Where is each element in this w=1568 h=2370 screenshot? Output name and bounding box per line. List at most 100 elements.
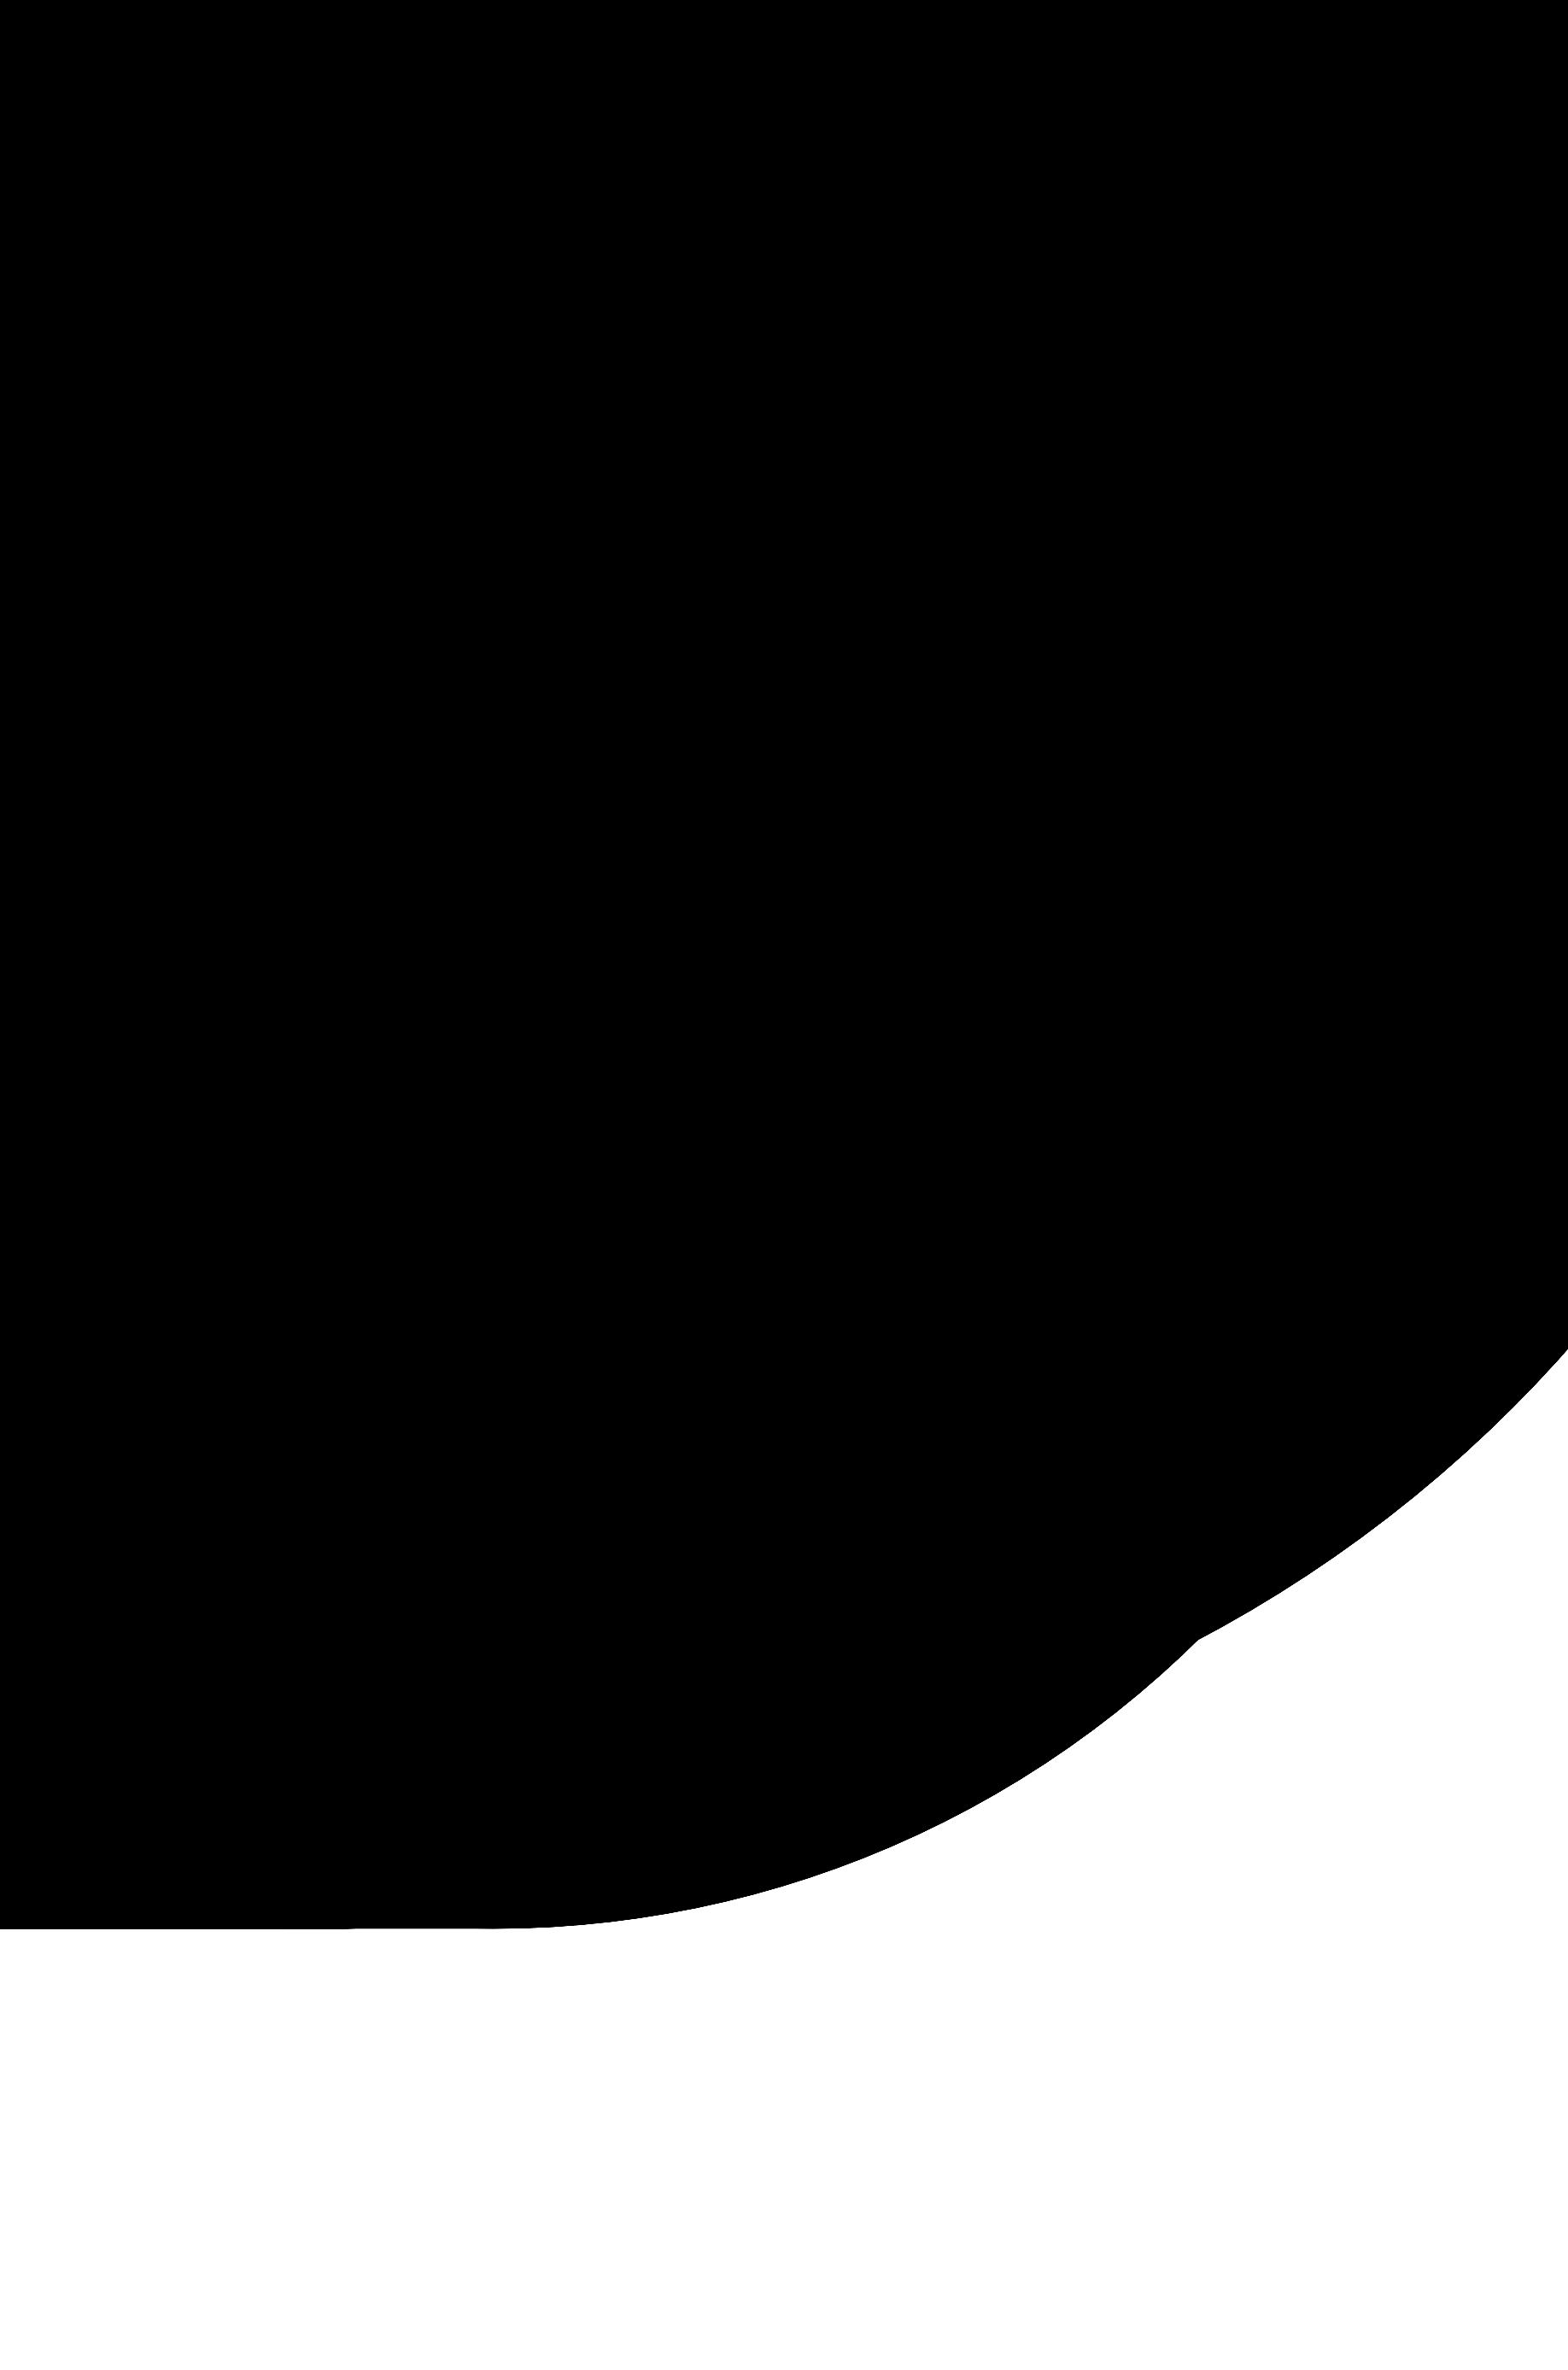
Text: The formation of the rhodium dihydride complex: The formation of the rhodium dihydride c… — [212, 1040, 607, 1057]
Text: H: H — [358, 924, 370, 939]
Text: The Rh–NHC complexes, with or without phosphine co-ligands, have been studied as: The Rh–NHC complexes, with or without ph… — [93, 116, 886, 135]
Text: via: via — [517, 1040, 539, 1057]
Text: IPr: IPr — [737, 519, 759, 533]
Text: Rh: Rh — [176, 936, 194, 950]
Text: 24: 24 — [93, 26, 113, 40]
Text: 1: 1 — [190, 557, 201, 571]
Text: excess IPr, while the reaction of [RhCl(COE)(IMes)]₂ with H₂ gave the chloride: excess IPr, while the reaction of [RhCl(… — [93, 356, 826, 374]
Text: same conditions [2]; furthermore, isomerisation of the terminal to internal alke: same conditions [2]; furthermore, isomer… — [93, 1147, 866, 1166]
Text: A. A. Danopoulos: A. A. Danopoulos — [1331, 26, 1475, 40]
Polygon shape — [577, 853, 635, 896]
Text: Rh: Rh — [176, 614, 196, 628]
Text: nation. The products from the reaction of Rh(I) complexes with H₂ are dependent: nation. The products from the reaction o… — [93, 239, 853, 258]
Text: 6: 6 — [610, 1024, 622, 1040]
Text: 2: 2 — [488, 915, 495, 927]
Text: Cl: Cl — [420, 502, 434, 514]
Text: H: H — [618, 654, 630, 668]
Polygon shape — [384, 943, 444, 986]
Text: COE: COE — [282, 656, 312, 668]
Text: more active, selective (and/or enantioselective) and thermally stable catalysts.: more active, selective (and/or enantiose… — [93, 175, 826, 194]
Text: COE: COE — [166, 571, 196, 583]
Text: Rh: Rh — [495, 609, 517, 623]
Text: Cl: Cl — [713, 476, 729, 491]
Text: Rh: Rh — [580, 609, 602, 623]
Polygon shape — [384, 853, 444, 896]
Text: by alkene may lead to decomposition and Rh metal formation.: by alkene may lead to decomposition and … — [93, 1232, 671, 1251]
Text: N: N — [337, 936, 348, 948]
Text: COE: COE — [103, 965, 135, 976]
Text: bridged species 4 (Scheme 2.1) [2].: bridged species 4 (Scheme 2.1) [2]. — [93, 384, 423, 403]
Polygon shape — [641, 943, 699, 986]
Text: Cl: Cl — [536, 595, 549, 607]
Text: N: N — [320, 898, 331, 910]
Text: H: H — [563, 462, 577, 476]
Text: N: N — [662, 936, 673, 948]
Text: H: H — [464, 595, 477, 609]
Text: on the nature of the NHC. The reaction of [RhCl(IPr)₂(N₂)] 1 (IPr = N,N′-bis-[2,: on the nature of the NHC. The reaction o… — [93, 268, 847, 287]
Text: Cl: Cl — [149, 924, 163, 936]
Text: COE: COE — [486, 524, 517, 536]
Text: dazol-2-ylidene, reacted with H₂ at room temperature to give the trigonal bipyra: dazol-2-ylidene, reacted with H₂ at room… — [93, 782, 873, 801]
Text: N: N — [644, 898, 655, 910]
Text: Scheme 2.2: Scheme 2.2 — [93, 1040, 191, 1057]
Text: The hydrogenation activity of the isolated hydrides 3 and 6 towards cyclooctene: The hydrogenation activity of the isolat… — [93, 1088, 866, 1107]
Text: 2: 2 — [577, 467, 585, 479]
Text: dal [Rh(H)₂Cl(IMes)₂] 6 (which is analogous to 3) via intermediate formation of : dal [Rh(H)₂Cl(IMes)₂] 6 (which is analog… — [93, 813, 866, 832]
Text: IMes: IMes — [613, 595, 644, 607]
Text: or: or — [295, 479, 312, 495]
Text: 2: 2 — [356, 600, 362, 611]
Text: COE: COE — [176, 910, 205, 922]
Text: THF, RT: THF, RT — [241, 939, 295, 950]
Text: 2: 2 — [241, 483, 249, 495]
Polygon shape — [577, 943, 635, 986]
Text: H: H — [613, 912, 626, 927]
Text: Cl: Cl — [215, 635, 229, 647]
Text: Rh: Rh — [103, 936, 124, 950]
Text: the high stability of the Rh(III) hydrides, while displacement of a coordinated : the high stability of the Rh(III) hydrid… — [93, 1204, 867, 1223]
Text: Cl: Cl — [536, 621, 549, 633]
Text: Rh: Rh — [466, 481, 488, 495]
Text: N: N — [577, 898, 588, 910]
Text: 4: 4 — [547, 687, 557, 704]
Text: H: H — [474, 910, 488, 927]
Text: IPr: IPr — [187, 519, 209, 533]
Text: IPr: IPr — [372, 524, 392, 536]
Text: 2: 2 — [426, 557, 437, 571]
Text: IPr: IPr — [187, 448, 209, 462]
Text: (di-iso-propyl)phenyl]imidazol-2-ylidene) with H₂ gave the monomeric complex 3: (di-iso-propyl)phenyl]imidazol-2-ylidene… — [93, 296, 844, 315]
Text: Scheme 2.1: Scheme 2.1 — [93, 706, 191, 723]
Text: Rh: Rh — [379, 481, 401, 495]
Text: H: H — [775, 495, 787, 510]
Text: Cl: Cl — [420, 465, 434, 476]
Text: Rh(III)(NHC) hydrides have been studied as catalysts for this type of hydroge-: Rh(III)(NHC) hydrides have been studied … — [93, 209, 847, 228]
Text: IMes: IMes — [243, 917, 276, 929]
Text: 2.2   Hydrogenation of Alkenes and Alkynes: 2.2 Hydrogenation of Alkenes and Alkynes — [93, 73, 702, 97]
Text: H: H — [775, 462, 787, 476]
Text: H: H — [618, 635, 630, 649]
Text: N: N — [389, 898, 400, 910]
Polygon shape — [641, 853, 699, 896]
Text: Cl: Cl — [215, 597, 229, 609]
Text: H: H — [475, 569, 488, 583]
Text: [1], which was also obtained from the reaction of [RhCl(COE)(IPr)]₂ 2 with H₂ an: [1], which was also obtained from the re… — [93, 325, 858, 344]
Text: a cyclometallated intermediate: a cyclometallated intermediate — [541, 1040, 789, 1057]
Text: or 1-octene was much lower than the Wilkinson’s complex, [RhCl(PPh₃)₃], under th: or 1-octene was much lower than the Wilk… — [93, 1116, 877, 1135]
Text: Reactions of Rh(I) NHC complexes with hydrogen: Reactions of Rh(I) NHC complexes with hy… — [213, 706, 613, 723]
Text: Rh: Rh — [260, 614, 282, 628]
Text: IMes: IMes — [166, 656, 199, 668]
Text: IMes: IMes — [483, 654, 516, 666]
Text: 5: 5 — [354, 1024, 365, 1040]
Text: Rh: Rh — [191, 476, 213, 491]
Text: N: N — [594, 936, 605, 948]
Polygon shape — [321, 853, 379, 896]
Text: competed with the hydrogenation reaction. The reduced activity may be related to: competed with the hydrogenation reaction… — [93, 1176, 864, 1194]
Text: Cl: Cl — [162, 476, 177, 491]
Text: Rh: Rh — [742, 476, 764, 491]
Text: hydrogenation catalysts of alkenes with molecular hydrogen, with the aim to deve: hydrogenation catalysts of alkenes with … — [93, 147, 889, 166]
Text: isolable cyclometallated 5 (Scheme 2.2) [3].: isolable cyclometallated 5 (Scheme 2.2) … — [93, 841, 502, 860]
Text: H: H — [613, 934, 626, 948]
Text: rhodium was also studied. Initial results of the hydrogenation of cyclohexene by: rhodium was also studied. Initial result… — [93, 1301, 842, 1320]
Text: Cl: Cl — [165, 483, 179, 498]
Text: The catalytic hydrogenation of alkenes by mixed NHC/phosphine complexes of: The catalytic hydrogenation of alkenes b… — [93, 1273, 851, 1292]
Text: IPr: IPr — [737, 448, 759, 462]
